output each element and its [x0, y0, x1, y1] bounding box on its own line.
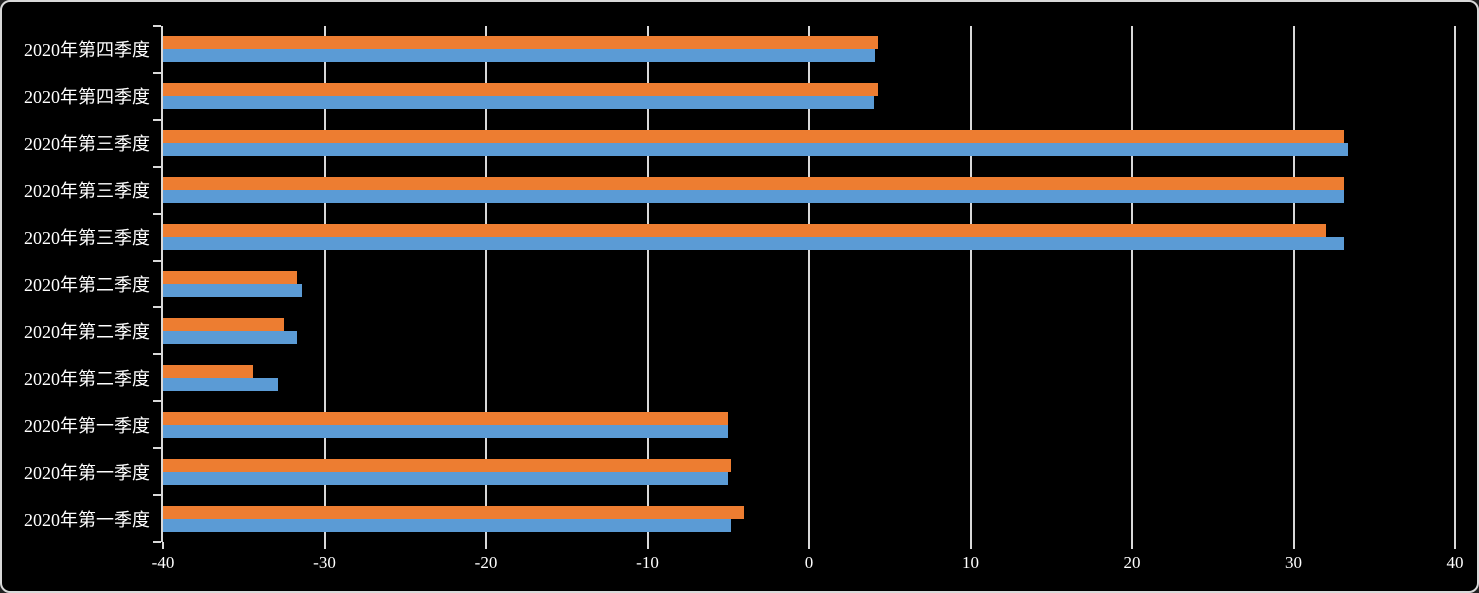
category-label: 2020年第三季度	[24, 181, 150, 202]
category-tick	[153, 447, 161, 450]
gridline--30	[323, 26, 326, 542]
gridline--20	[485, 26, 487, 542]
gridline-10	[969, 26, 972, 542]
value-tick--40	[162, 542, 164, 549]
bar-row	[163, 26, 1455, 73]
category-label: 2020年第四季度	[24, 40, 150, 61]
category-tick	[153, 353, 161, 356]
gridline-20	[1131, 26, 1133, 542]
plot-area	[163, 26, 1456, 542]
category-tick	[153, 25, 161, 27]
orange-bar	[163, 224, 1326, 238]
bar-row	[163, 120, 1455, 167]
bar-row	[163, 401, 1455, 448]
category-tick	[153, 165, 161, 168]
bar-row	[163, 214, 1455, 261]
blue-bar	[163, 49, 876, 63]
value-tick--30	[323, 542, 326, 549]
gridline-40	[1454, 26, 1456, 542]
value-label--40: -40	[151, 553, 175, 572]
blue-bar	[163, 424, 729, 438]
category-tick	[153, 212, 161, 215]
category-label: 2020年第二季度	[24, 275, 150, 295]
blue-bar	[163, 143, 1349, 157]
value-label--20: -20	[474, 553, 498, 572]
blue-bar	[163, 518, 732, 532]
value-tick-20	[1131, 542, 1133, 549]
category-label: 2020年第一季度	[24, 415, 150, 436]
category-tick	[153, 541, 161, 543]
category-label: 2020年第四季度	[24, 87, 150, 108]
category-tick	[153, 306, 161, 309]
bar-row	[163, 73, 1455, 120]
category-label: 2020年第一季度	[24, 462, 150, 483]
category-label: 2020年第二季度	[24, 368, 150, 389]
value-label-30: 30	[1285, 553, 1302, 572]
blue-bar	[163, 190, 1344, 204]
blue-bar	[163, 96, 874, 110]
value-tick-40	[1454, 542, 1456, 549]
value-label-0: 0	[804, 553, 814, 572]
orange-bar	[163, 83, 879, 97]
orange-bar	[163, 505, 745, 519]
category-axis-line	[161, 26, 163, 542]
orange-bar	[163, 270, 298, 284]
blue-bar	[163, 471, 729, 485]
blue-bar	[163, 237, 1344, 251]
value-tick-30	[1292, 542, 1295, 549]
category-tick	[153, 71, 161, 74]
blue-bar	[163, 283, 302, 297]
bar-row	[163, 167, 1455, 214]
orange-bar	[163, 411, 729, 425]
gridline--10	[646, 26, 649, 542]
category-tick	[153, 259, 161, 262]
bar-rows	[163, 26, 1455, 542]
gridline-0	[808, 26, 810, 542]
orange-bar	[163, 458, 732, 472]
blue-bar	[163, 377, 278, 391]
category-label: 2020年第二季度	[24, 321, 150, 342]
gridline-30	[1292, 26, 1295, 542]
value-label-10: 10	[962, 553, 979, 572]
value-tick--10	[646, 542, 649, 549]
bar-row	[163, 448, 1455, 495]
orange-bar	[163, 36, 879, 50]
value-label-20: 20	[1123, 553, 1141, 572]
category-tick	[153, 118, 161, 121]
category-tick	[153, 400, 161, 403]
value-label--30: -30	[313, 553, 336, 572]
bar-row	[163, 495, 1455, 542]
value-label--10: -10	[636, 553, 659, 572]
category-label: 2020年第三季度	[24, 134, 150, 155]
orange-bar	[163, 130, 1344, 144]
value-tick-0	[808, 542, 810, 549]
category-label: 2020年第一季度	[24, 509, 150, 530]
orange-bar	[163, 317, 285, 331]
value-label-40: 40	[1446, 553, 1464, 572]
category-label: 2020年第三季度	[24, 228, 150, 249]
category-tick	[153, 494, 161, 497]
value-tick-10	[969, 542, 972, 549]
bar-row	[163, 354, 1455, 401]
orange-bar	[163, 177, 1344, 191]
blue-bar	[163, 330, 298, 344]
bar-row	[163, 307, 1455, 354]
orange-bar	[163, 364, 254, 378]
value-tick--20	[485, 542, 487, 549]
bar-row	[163, 261, 1455, 308]
